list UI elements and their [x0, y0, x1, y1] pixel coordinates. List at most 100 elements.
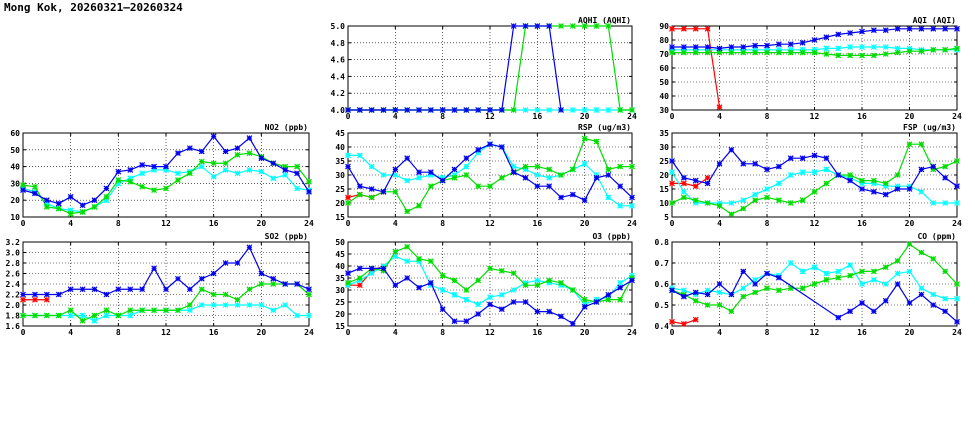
- x-tick-label: 4: [717, 328, 722, 337]
- data-point: [764, 194, 770, 201]
- x-tick-label: 4: [717, 219, 722, 228]
- chart-fsp: 0 4 8 12 16 20 24 5 10 15 20 25 30 35 FSP (ug/m3): [659, 123, 962, 228]
- data-point: [680, 194, 687, 201]
- data-point: [752, 49, 759, 56]
- data-point: [835, 274, 842, 281]
- data-point: [546, 277, 553, 284]
- data-point: [294, 185, 301, 192]
- data-point: [498, 174, 505, 181]
- data-point: [427, 258, 434, 265]
- y-tick-label: 30: [659, 143, 669, 152]
- data-point: [811, 264, 818, 271]
- data-point: [270, 160, 277, 167]
- data-point: [43, 296, 50, 303]
- data-point: [669, 158, 675, 164]
- data-point: [930, 302, 937, 308]
- data-point: [368, 265, 375, 272]
- data-point: [692, 49, 699, 56]
- data-point: [127, 312, 134, 319]
- x-tick-label: 20: [905, 328, 915, 337]
- x-tick-label: 4: [68, 219, 73, 228]
- data-point: [463, 287, 470, 293]
- x-tick-label: 24: [627, 219, 637, 228]
- data-point: [404, 155, 411, 162]
- chart-title: O3 (ppb): [592, 232, 631, 241]
- y-tick-label: 20: [10, 196, 20, 205]
- data-point: [115, 168, 122, 175]
- x-tick-label: 24: [627, 112, 637, 121]
- data-point: [859, 28, 865, 35]
- data-point: [91, 286, 98, 293]
- data-point: [930, 255, 937, 262]
- data-point: [835, 172, 842, 178]
- y-tick-label: 0.5: [655, 301, 670, 310]
- data-point: [692, 44, 699, 50]
- data-point: [55, 291, 62, 298]
- data-point: [79, 312, 86, 319]
- data-point: [847, 52, 854, 59]
- data-point: [859, 299, 865, 306]
- data-point: [234, 302, 241, 308]
- data-point: [799, 169, 806, 176]
- y-tick-label: 40: [10, 163, 20, 172]
- data-point: [439, 306, 446, 313]
- data-point: [198, 302, 205, 308]
- data-point: [847, 30, 854, 36]
- data-point: [787, 172, 794, 178]
- data-point: [380, 107, 387, 113]
- data-point: [752, 281, 759, 287]
- data-point: [103, 307, 110, 314]
- y-tick-label: 30: [335, 171, 345, 180]
- data-point: [463, 318, 470, 325]
- data-point: [799, 39, 806, 46]
- y-tick-label: 45: [335, 250, 345, 259]
- y-tick-label: 35: [659, 129, 669, 138]
- data-point: [629, 163, 635, 170]
- data-point: [43, 197, 50, 204]
- data-point: [954, 45, 960, 52]
- data-point: [127, 286, 134, 293]
- data-point: [704, 302, 711, 308]
- data-point: [764, 285, 770, 292]
- x-tick-label: 8: [765, 219, 770, 228]
- y-tick-label: 30: [10, 179, 20, 188]
- data-point: [870, 308, 877, 315]
- chart-title: AQHI (AQHI): [578, 16, 631, 25]
- data-point: [451, 291, 458, 298]
- data-point: [692, 25, 699, 32]
- x-tick-label: 4: [68, 328, 73, 337]
- data-point: [522, 174, 529, 181]
- x-tick-label: 24: [952, 112, 962, 121]
- y-tick-label: 4.2: [331, 89, 346, 98]
- data-point: [847, 272, 854, 279]
- data-point: [629, 202, 635, 209]
- x-tick-label: 8: [116, 328, 121, 337]
- data-point: [416, 174, 422, 181]
- data-point: [368, 107, 375, 113]
- data-point: [593, 174, 600, 181]
- data-point: [954, 318, 960, 325]
- data-point: [463, 163, 470, 170]
- data-point: [439, 272, 446, 279]
- data-point: [882, 191, 889, 198]
- y-tick-label: 15: [335, 213, 345, 222]
- data-point: [345, 270, 351, 277]
- data-point: [847, 177, 854, 184]
- data-point: [345, 194, 351, 201]
- data-point: [716, 202, 723, 209]
- y-tick-label: 50: [659, 78, 669, 87]
- data-point: [368, 270, 375, 277]
- data-point: [835, 45, 842, 52]
- x-tick-label: 16: [209, 219, 219, 228]
- x-tick-label: 20: [905, 219, 915, 228]
- data-point: [234, 260, 241, 266]
- data-point: [282, 302, 289, 308]
- data-point: [680, 174, 687, 181]
- data-point: [31, 183, 38, 190]
- data-point: [222, 260, 229, 266]
- data-point: [258, 155, 265, 162]
- data-point: [139, 307, 146, 314]
- x-tick-label: 0: [670, 328, 675, 337]
- data-point: [581, 296, 588, 303]
